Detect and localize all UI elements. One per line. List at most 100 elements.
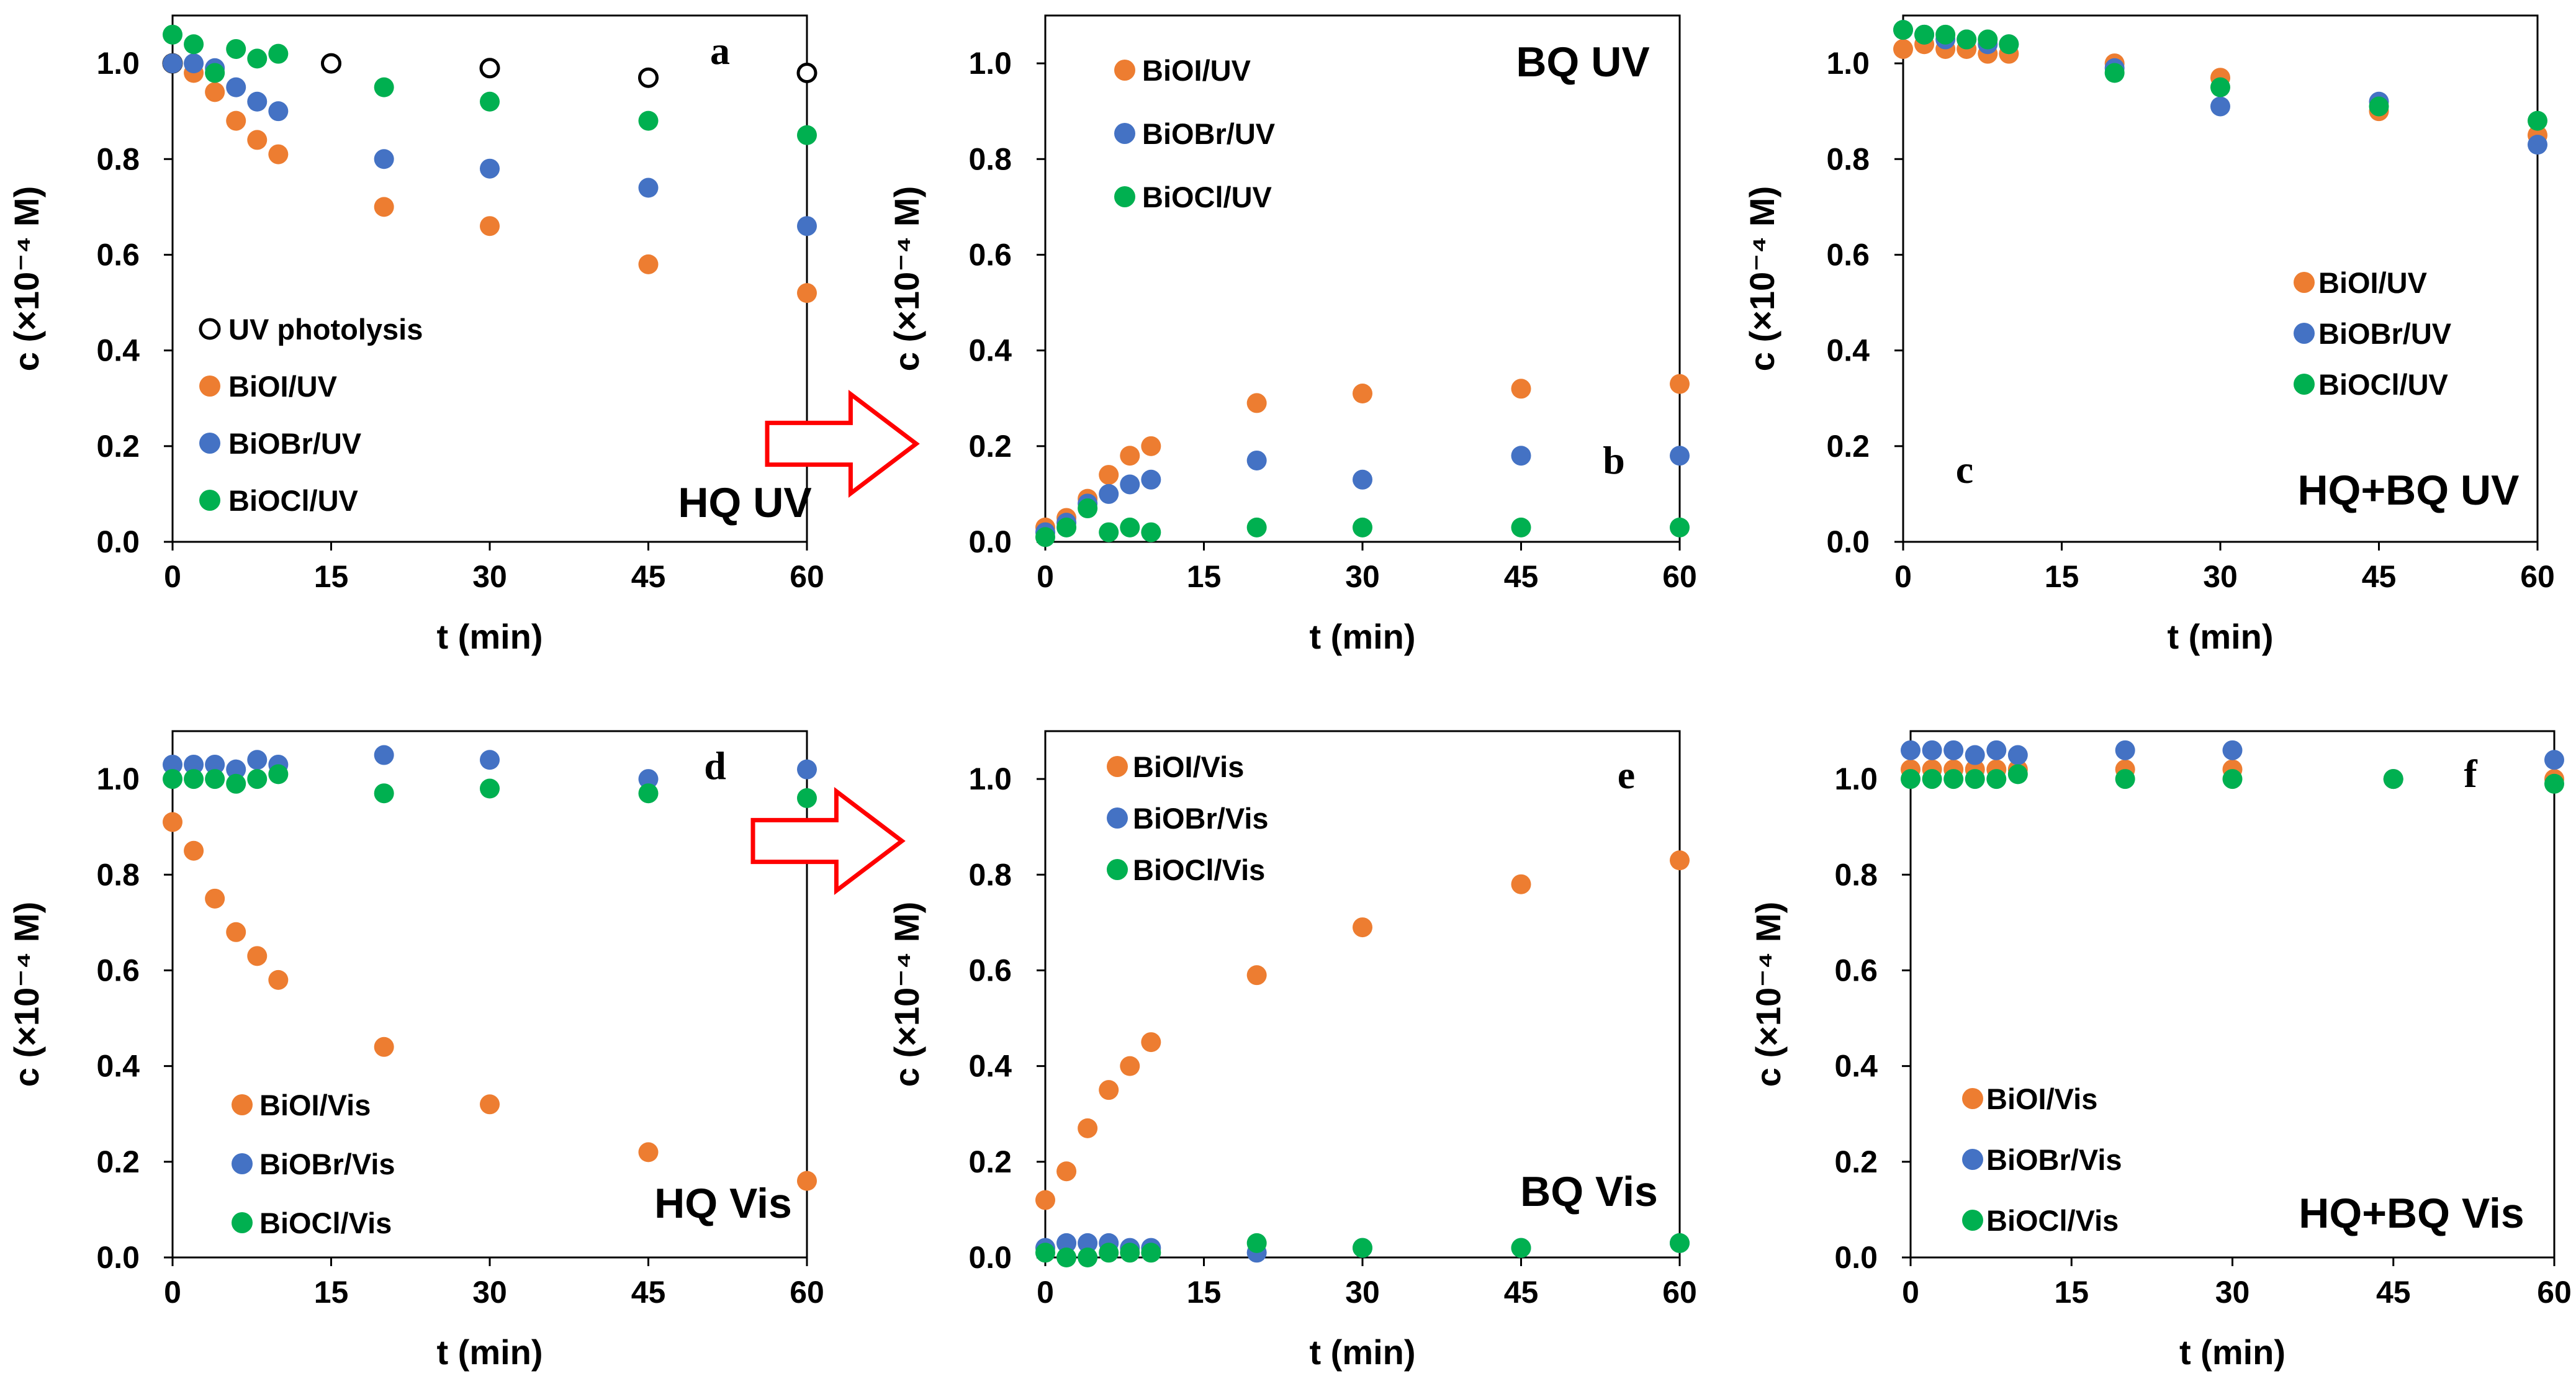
series-3 xyxy=(163,53,817,236)
y-tick-label: 0.6 xyxy=(1826,237,1870,272)
y-tick-label: 0.4 xyxy=(968,1049,1012,1084)
data-point xyxy=(2007,764,2028,785)
data-point xyxy=(1120,474,1140,495)
y-tick-label: 0.2 xyxy=(96,429,140,464)
y-tick-label: 0.2 xyxy=(968,1144,1012,1179)
data-point xyxy=(638,783,659,804)
plot-area-frame xyxy=(1909,730,2556,1259)
y-tick-label: 0.0 xyxy=(1834,1240,1878,1275)
x-axis-title: t (min) xyxy=(436,1333,543,1372)
panel-letter: a xyxy=(710,29,730,73)
data-point xyxy=(205,754,225,775)
series-3 xyxy=(1035,498,1690,547)
data-point xyxy=(163,812,182,832)
x-tick-label: 45 xyxy=(2376,1275,2411,1310)
data-point xyxy=(1120,1243,1140,1263)
y-tick-label: 0.6 xyxy=(96,237,140,272)
data-point xyxy=(1511,517,1531,537)
y-tick-label: 0.6 xyxy=(1834,953,1878,987)
series-1 xyxy=(1035,850,1690,1210)
legend-marker xyxy=(1962,1088,1983,1109)
data-point xyxy=(638,769,659,789)
x-tick-label: 0 xyxy=(1037,559,1054,594)
panel-letter: c xyxy=(1956,447,1973,492)
legend-label: BiOBr/Vis xyxy=(1986,1143,2122,1176)
legend-label: BiOI/Vis xyxy=(259,1089,371,1122)
legend-label: BiOI/Vis xyxy=(1986,1082,2097,1115)
legend-label: UV photolysis xyxy=(228,313,423,346)
data-point xyxy=(1099,522,1119,542)
series-1 xyxy=(1035,374,1690,537)
y-axis-title: c (×10⁻⁴ M) xyxy=(7,902,46,1087)
data-point xyxy=(1922,740,1942,760)
data-point xyxy=(797,125,817,145)
y-tick-label: 0.8 xyxy=(968,142,1012,176)
data-point xyxy=(268,144,289,164)
data-point xyxy=(205,82,225,102)
x-tick-label: 45 xyxy=(2362,559,2397,594)
data-point xyxy=(226,773,246,794)
data-point xyxy=(1353,1238,1372,1258)
x-tick-label: 0 xyxy=(1902,1275,1919,1310)
x-axis-title: t (min) xyxy=(2167,617,2273,656)
data-point xyxy=(1246,965,1267,986)
data-point xyxy=(247,91,268,112)
legend-label: BiOCl/UV xyxy=(2318,368,2449,401)
panel-title: BQ UV xyxy=(1516,38,1649,86)
legend-label: BiOBr/Vis xyxy=(259,1148,395,1180)
plot-area-frame xyxy=(1044,14,1681,543)
legend: BiOI/Vis BiOBr/Vis BiOCl/Vis xyxy=(232,1089,395,1239)
y-axis-title: c (×10⁻⁴ M) xyxy=(1742,186,1781,371)
x-tick-label: 45 xyxy=(631,1275,666,1310)
x-tick-label: 30 xyxy=(1345,1275,1380,1310)
y-tick-label: 0.2 xyxy=(968,429,1012,464)
data-point xyxy=(797,216,817,236)
data-point xyxy=(1099,483,1119,504)
data-point xyxy=(2115,769,2135,789)
legend-label: BiOCl/Vis xyxy=(1986,1204,2119,1237)
data-point xyxy=(205,888,225,909)
legend-marker xyxy=(232,1153,253,1174)
series-3 xyxy=(1893,20,2547,131)
data-point xyxy=(1670,850,1690,871)
data-point xyxy=(2383,769,2403,789)
data-point xyxy=(2210,96,2230,117)
x-tick-label: 0 xyxy=(164,1275,181,1310)
data-point xyxy=(1246,517,1267,537)
data-point xyxy=(1957,29,1977,50)
data-point xyxy=(1965,769,1985,789)
legend-marker xyxy=(232,1094,253,1115)
data-point xyxy=(374,745,394,765)
data-point xyxy=(1353,517,1372,537)
y-axis-title: c (×10⁻⁴ M) xyxy=(1749,902,1788,1087)
y-tick-label: 0.0 xyxy=(96,524,140,559)
data-point xyxy=(638,110,659,131)
data-point xyxy=(226,38,246,59)
y-axis-title: c (×10⁻⁴ M) xyxy=(887,186,926,371)
legend-marker xyxy=(1114,123,1135,144)
data-point xyxy=(480,216,500,236)
y-tick-label: 0.2 xyxy=(1826,429,1870,464)
data-point xyxy=(2544,750,2564,770)
panel-letter: b xyxy=(1603,438,1625,482)
data-point xyxy=(797,788,817,808)
data-point xyxy=(1120,446,1140,466)
panel-title: HQ Vis xyxy=(654,1180,792,1227)
panel-title: HQ+BQ Vis xyxy=(2299,1190,2524,1237)
y-tick-label: 0.8 xyxy=(968,857,1012,892)
x-tick-label: 60 xyxy=(1662,1275,1697,1310)
legend-label: BiOI/UV xyxy=(1142,54,1251,87)
data-point xyxy=(797,759,817,780)
data-point xyxy=(1670,517,1690,537)
series-4 xyxy=(163,24,817,145)
data-point xyxy=(480,1094,500,1115)
x-tick-label: 30 xyxy=(1345,559,1380,594)
legend: BiOI/UV BiOBr/UV BiOCl/UV xyxy=(1114,54,1276,214)
data-point xyxy=(480,91,500,112)
data-point xyxy=(374,197,394,217)
legend-marker xyxy=(2294,323,2315,344)
data-point xyxy=(1056,1248,1077,1267)
data-point xyxy=(1246,450,1267,470)
data-point xyxy=(1120,1056,1140,1076)
data-point xyxy=(638,1142,659,1162)
